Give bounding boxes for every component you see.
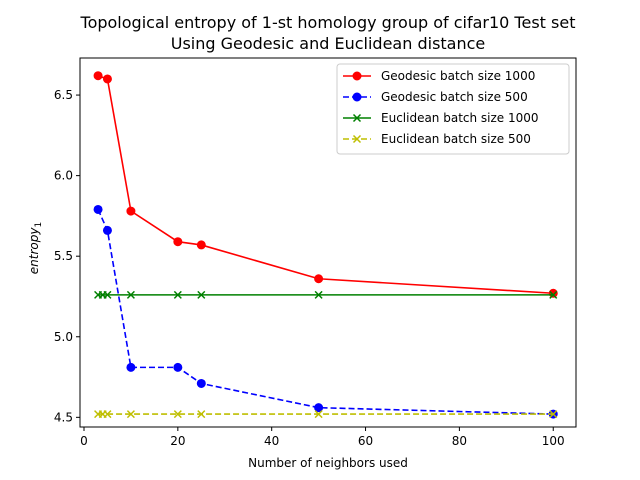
- x-tick-label: 80: [452, 434, 467, 448]
- y-axis-label-subscript: 1: [34, 222, 44, 228]
- data-point: [102, 74, 112, 84]
- chart-subtitle: Using Geodesic and Euclidean distance: [171, 34, 486, 53]
- plot-area: [79, 57, 577, 428]
- data-point: [549, 410, 558, 419]
- series-line: [97, 209, 554, 415]
- x-axis: 0 20 40 60 80 100: [80, 427, 565, 448]
- data-point: [197, 410, 206, 419]
- series-1: [93, 71, 558, 298]
- data-point: [126, 290, 135, 299]
- data-point: [549, 290, 558, 299]
- x-tick-label: 20: [170, 434, 185, 448]
- data-point: [314, 274, 324, 284]
- y-axis-label-main: entropy: [27, 227, 41, 275]
- data-point: [173, 237, 183, 247]
- chart-title: Topological entropy of 1-st homology gro…: [80, 13, 576, 32]
- legend-label: Euclidean batch size 500: [381, 132, 531, 146]
- legend-entry-2: Geodesic batch size 500: [343, 90, 528, 104]
- data-point: [352, 134, 362, 144]
- x-tick-label: 60: [358, 434, 373, 448]
- data-point: [352, 71, 362, 81]
- x-tick-label: 0: [80, 434, 88, 448]
- data-point: [314, 290, 323, 299]
- data-point: [173, 290, 182, 299]
- y-tick-label: 4.5: [54, 410, 73, 424]
- data-point: [173, 362, 183, 372]
- data-point: [314, 403, 324, 413]
- series-3: [94, 290, 558, 299]
- legend: Geodesic batch size 1000 Geodesic batch s…: [336, 63, 570, 155]
- legend-frame: [336, 63, 570, 155]
- data-point: [352, 113, 362, 123]
- y-tick-label: 5.5: [54, 249, 73, 263]
- data-point: [93, 71, 103, 81]
- data-point: [196, 378, 206, 388]
- data-point: [197, 290, 206, 299]
- data-point: [126, 206, 136, 216]
- series-layer: [93, 71, 558, 419]
- data-point: [196, 240, 206, 250]
- y-axis-label: entropy1: [27, 222, 44, 274]
- legend-label: Euclidean batch size 1000: [381, 111, 539, 125]
- data-point: [126, 362, 136, 372]
- data-point: [103, 410, 112, 419]
- data-point: [102, 225, 112, 235]
- legend-entry-3: Euclidean batch size 1000: [343, 111, 539, 125]
- legend-label: Geodesic batch size 1000: [381, 69, 535, 83]
- data-point: [126, 410, 135, 419]
- data-point: [173, 410, 182, 419]
- data-point: [352, 92, 362, 102]
- series-4: [94, 410, 558, 419]
- y-axis: 4.5 5.0 5.5 6.0 6.5: [54, 88, 80, 424]
- legend-entry-1: Geodesic batch size 1000: [343, 69, 535, 83]
- data-point: [103, 290, 112, 299]
- y-tick-label: 6.5: [54, 88, 73, 102]
- x-tick-label: 100: [542, 434, 565, 448]
- legend-label: Geodesic batch size 500: [381, 90, 528, 104]
- y-tick-label: 5.0: [54, 330, 73, 344]
- x-axis-label: Number of neighbors used: [248, 456, 408, 470]
- data-point: [314, 410, 323, 419]
- legend-entry-4: Euclidean batch size 500: [343, 132, 531, 146]
- data-point: [548, 288, 558, 298]
- y-tick-label: 6.0: [54, 169, 73, 183]
- x-tick-label: 40: [264, 434, 279, 448]
- series-2: [93, 204, 558, 419]
- plot-frame: [79, 57, 577, 428]
- data-point: [93, 204, 103, 214]
